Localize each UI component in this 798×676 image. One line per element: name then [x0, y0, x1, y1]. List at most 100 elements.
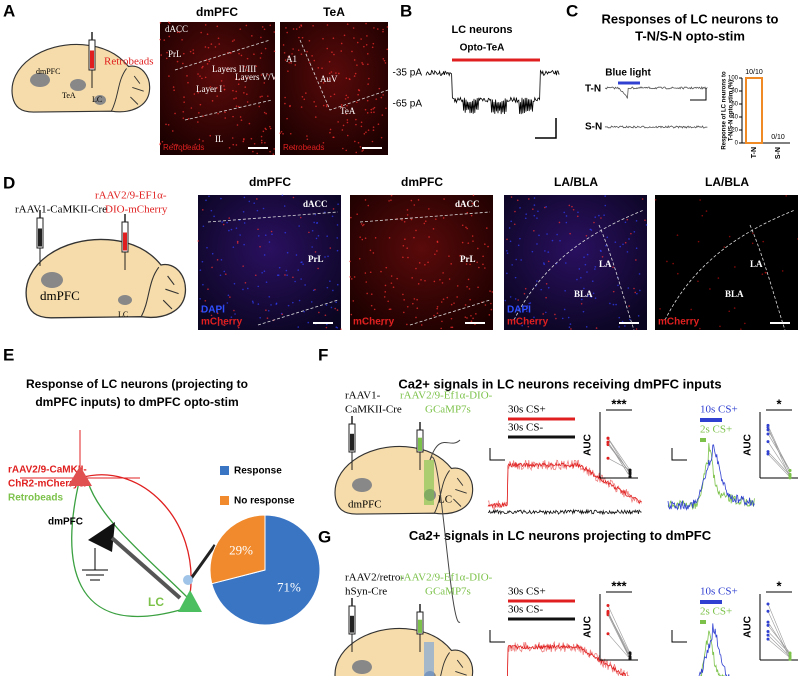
- cell: [262, 130, 265, 133]
- cell: [366, 112, 369, 114]
- cell: [482, 255, 484, 258]
- cell: [538, 234, 540, 237]
- cell: [633, 287, 635, 290]
- cell: [355, 118, 357, 121]
- cell: [235, 144, 238, 146]
- scale-bar: [535, 118, 557, 139]
- cell: [313, 101, 315, 103]
- cell: [333, 93, 336, 96]
- scale-bar: [489, 630, 505, 643]
- cell: [390, 194, 393, 197]
- cell: [472, 240, 474, 242]
- trace: [604, 85, 708, 99]
- label: -35 pA: [393, 68, 423, 79]
- cell: [547, 260, 550, 263]
- cell: [298, 299, 301, 302]
- label: PrL: [308, 254, 324, 264]
- cell: [372, 126, 375, 128]
- cell: [584, 263, 587, 266]
- cerebellum: [440, 652, 467, 676]
- cell: [416, 307, 419, 310]
- label: T-N/S-N opto-stim: [635, 28, 745, 43]
- cell: [317, 67, 320, 69]
- cell: [247, 287, 249, 290]
- cell: [216, 312, 219, 315]
- scale-bar: [489, 448, 505, 461]
- cell: [256, 198, 258, 200]
- cell: [370, 111, 373, 114]
- cell: [403, 311, 405, 314]
- cell: [370, 108, 373, 111]
- cell: [222, 304, 225, 306]
- point: [766, 623, 770, 627]
- cell: [264, 127, 267, 130]
- current-trace: [425, 69, 560, 115]
- scale-bar: [671, 630, 687, 643]
- cell: [475, 313, 477, 315]
- cell: [482, 263, 484, 266]
- cell: [370, 293, 373, 295]
- cell: [363, 223, 365, 226]
- cell: [310, 301, 313, 303]
- label: 20: [731, 128, 738, 134]
- cell: [187, 81, 189, 84]
- label: ChR2-mCherry&: [8, 479, 86, 490]
- trace: [667, 443, 755, 511]
- cell: [465, 263, 468, 265]
- cell: [428, 208, 430, 210]
- cell: [187, 117, 190, 120]
- cell: [390, 275, 393, 277]
- point: [766, 450, 770, 454]
- cell: [383, 296, 386, 298]
- cell: [324, 256, 326, 258]
- cell: [204, 24, 207, 26]
- cell: [450, 326, 452, 329]
- cell: [350, 216, 352, 219]
- cell: [176, 60, 179, 63]
- electrode: [110, 536, 182, 600]
- cell: [218, 43, 221, 45]
- cell: [439, 278, 441, 281]
- pair-line: [767, 638, 791, 659]
- cell: [189, 50, 192, 53]
- cell: [217, 37, 220, 40]
- cell: [172, 86, 175, 88]
- cell: [284, 274, 286, 276]
- cell: [402, 293, 404, 296]
- cell: [372, 42, 375, 45]
- label: F: [318, 345, 328, 364]
- cell: [183, 96, 185, 98]
- cell: [289, 132, 292, 135]
- cell: [363, 45, 365, 48]
- cell: [353, 276, 356, 278]
- syringe-fill: [350, 433, 354, 451]
- cell: [370, 304, 373, 307]
- y-axis-title: AUC: [583, 616, 594, 638]
- point: [766, 428, 770, 432]
- cell: [273, 148, 275, 150]
- label: PrL: [168, 49, 182, 59]
- cell: [536, 280, 538, 282]
- cell: [243, 222, 246, 224]
- cell: [246, 93, 248, 95]
- label: 80: [731, 89, 738, 95]
- cell: [410, 218, 413, 221]
- point: [606, 436, 610, 440]
- cell: [168, 22, 171, 25]
- cell: [237, 326, 240, 329]
- cell: [194, 143, 197, 146]
- cell: [345, 149, 348, 152]
- cell: [367, 83, 369, 85]
- cell: [190, 107, 193, 109]
- cell: [578, 268, 581, 270]
- cell: [295, 28, 298, 30]
- cell: [591, 280, 594, 283]
- cell: [183, 101, 185, 103]
- cell: [329, 247, 332, 249]
- label: 30s CS-: [508, 422, 543, 434]
- cell: [547, 286, 550, 289]
- cell: [521, 324, 524, 327]
- cell: [236, 240, 239, 243]
- cell: [243, 65, 246, 68]
- region: [352, 478, 372, 492]
